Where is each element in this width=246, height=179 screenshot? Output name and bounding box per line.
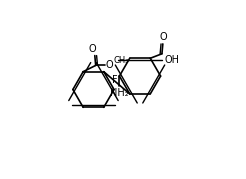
Text: O: O	[89, 44, 96, 54]
Text: O: O	[106, 59, 114, 69]
Text: F: F	[112, 75, 118, 85]
Text: O: O	[159, 32, 167, 42]
Text: NH₂: NH₂	[110, 88, 129, 98]
Text: OH: OH	[165, 55, 180, 65]
Text: CH₃: CH₃	[114, 56, 129, 66]
